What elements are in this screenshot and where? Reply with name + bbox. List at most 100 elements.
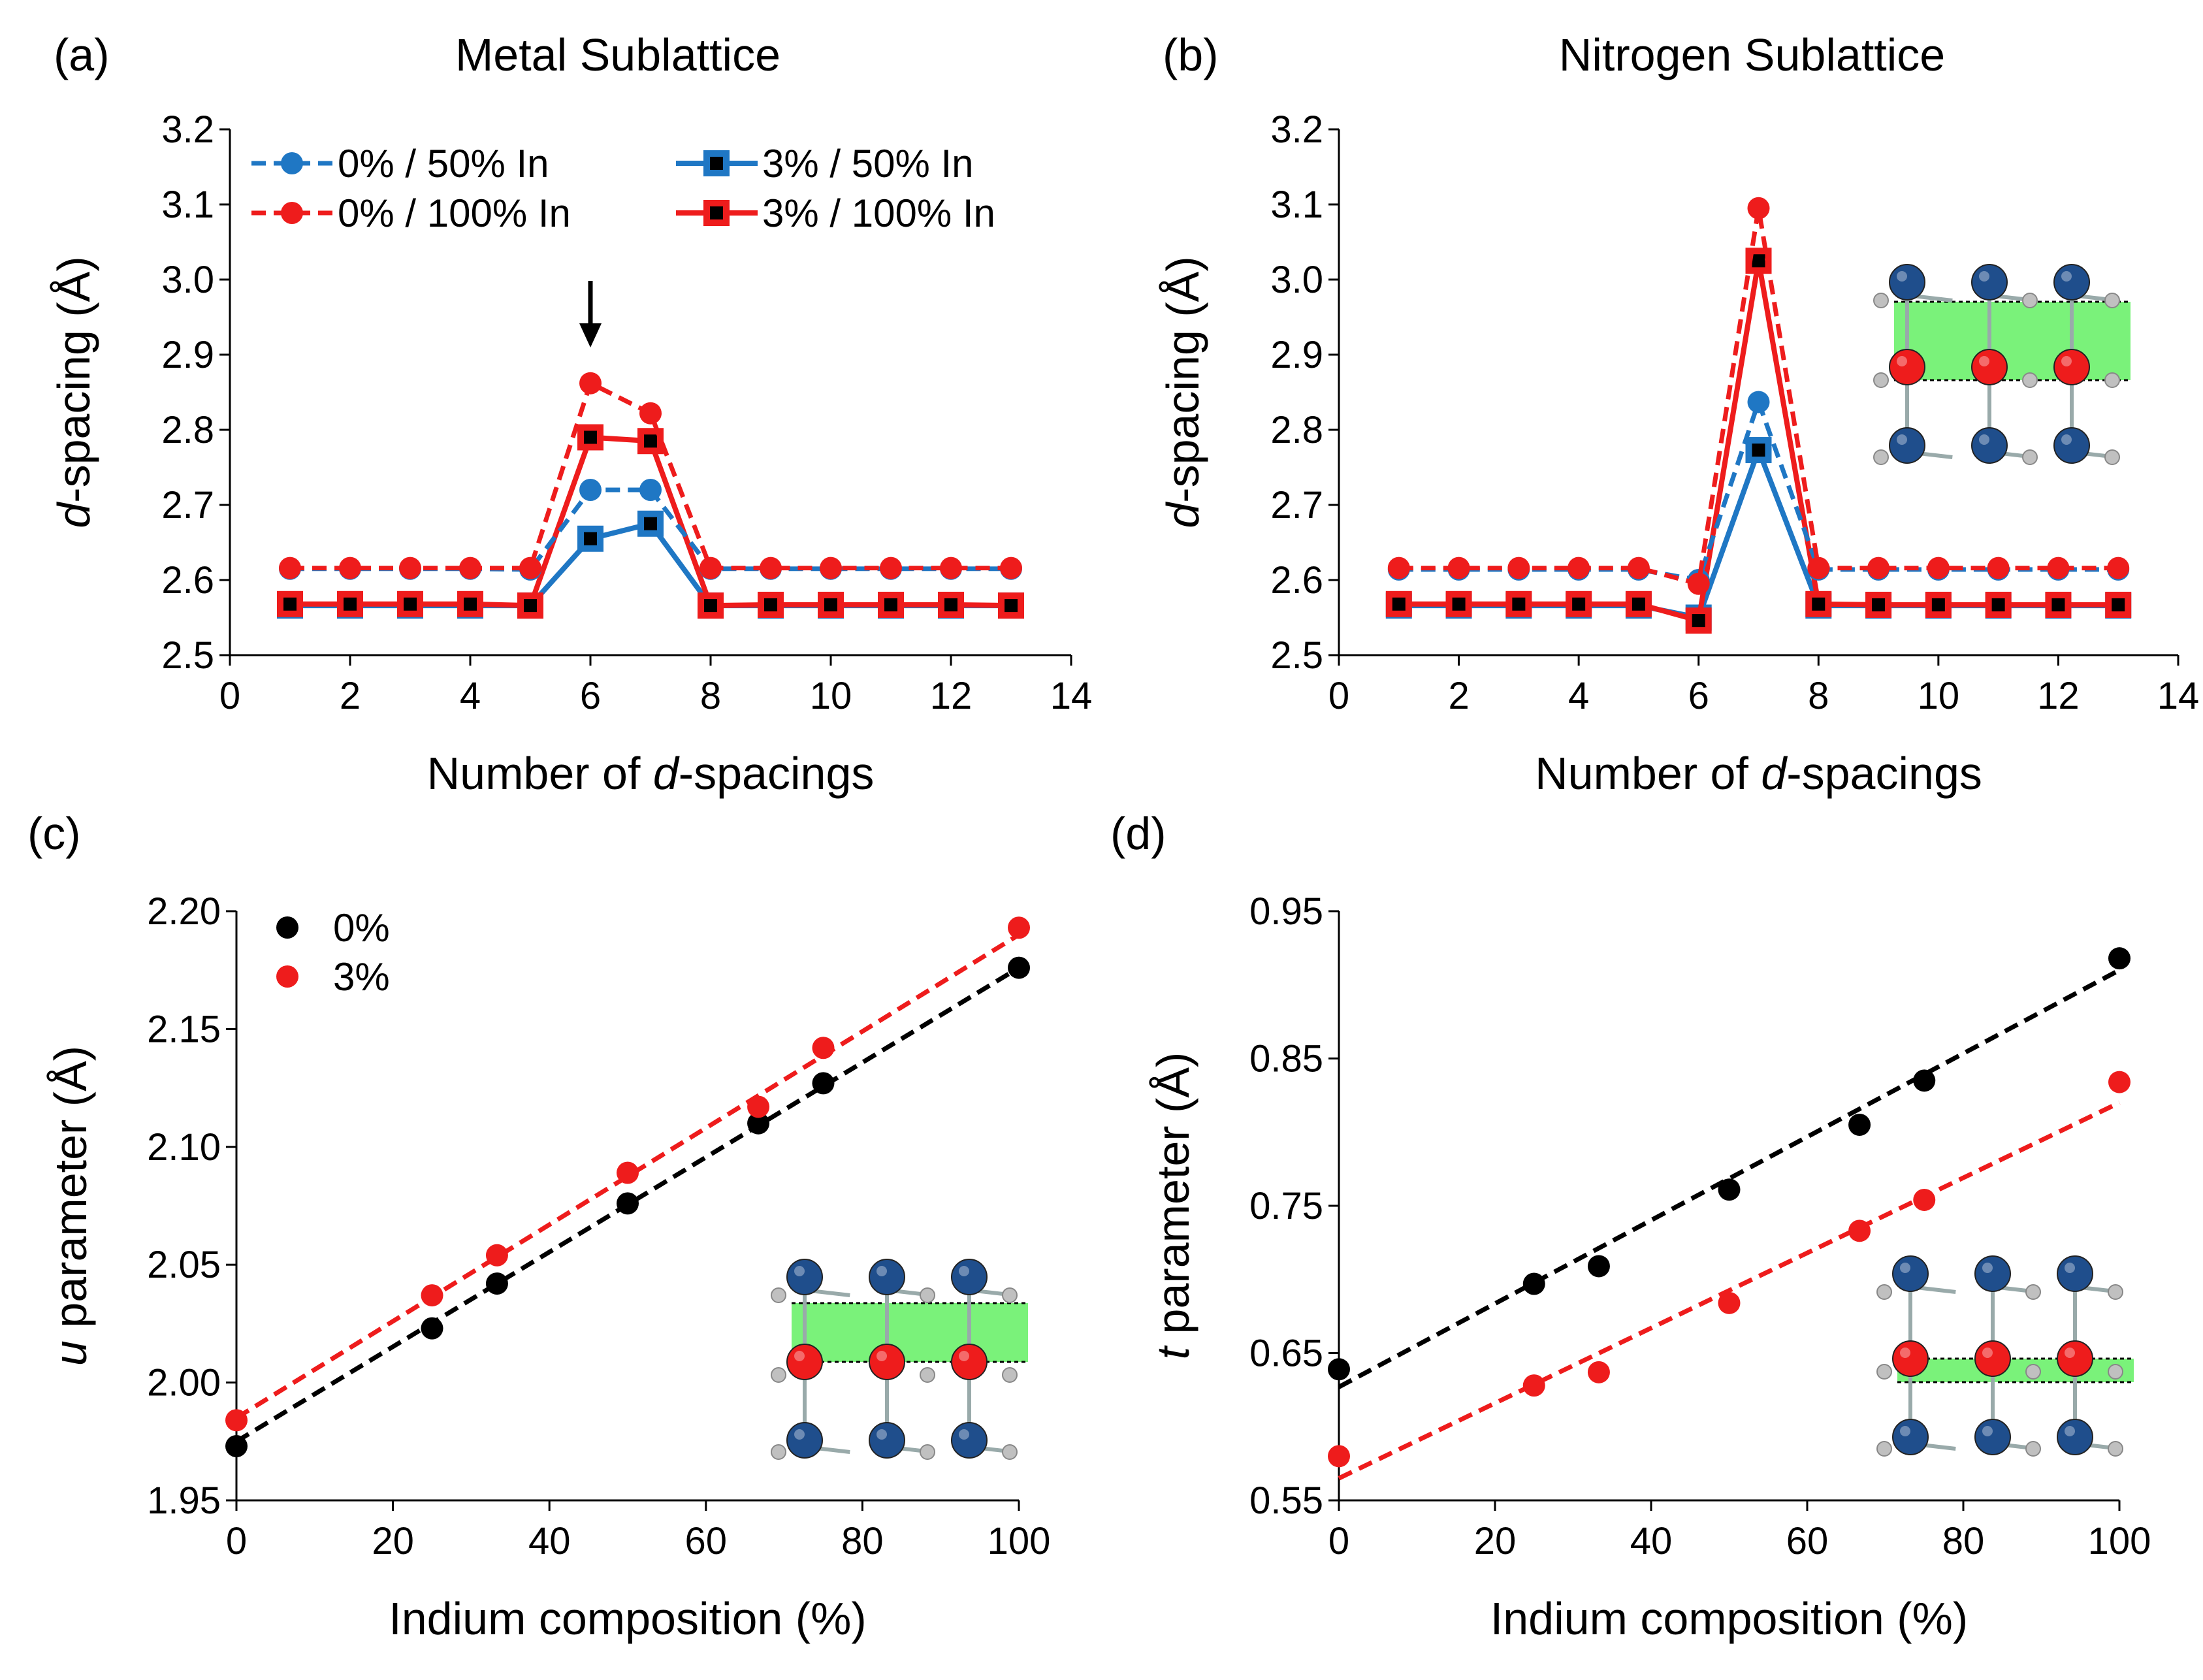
- series-0% / 100% In: [1387, 197, 2130, 595]
- y-tick-label: 0.75: [1249, 1185, 1323, 1227]
- data-point: [1848, 1220, 1871, 1242]
- data-point: [1627, 557, 1650, 579]
- fit-line: [1338, 968, 2121, 1389]
- data-point: [1867, 557, 1890, 579]
- data-point: [399, 557, 421, 579]
- gallium-atom: [869, 1422, 905, 1459]
- data-point: [1913, 1188, 1936, 1211]
- data-point: [1718, 1291, 1741, 1314]
- nitrogen-atom: [2022, 449, 2038, 465]
- data-point-center: [644, 517, 657, 530]
- atom-highlight: [959, 1351, 969, 1361]
- nitrogen-atom: [2025, 1441, 2041, 1457]
- y-tick-label: 2.00: [147, 1362, 221, 1404]
- x-tick-label: 8: [1808, 675, 1829, 717]
- x-tick-label: 2: [340, 675, 361, 717]
- data-point: [225, 1409, 248, 1432]
- data-point: [639, 479, 662, 501]
- series-0%: [225, 956, 1030, 1458]
- series-0% / 50% In: [1387, 391, 2130, 591]
- gallium-atom: [786, 1422, 823, 1459]
- indium-atom: [1892, 1340, 1929, 1377]
- indium-atom: [2057, 1340, 2093, 1377]
- gallium-atom: [2053, 264, 2090, 300]
- data-point-center: [1392, 597, 1406, 611]
- data-point: [579, 479, 602, 501]
- nitrogen-atom: [1002, 1287, 1018, 1303]
- data-point: [1747, 197, 1770, 219]
- data-point-center: [764, 598, 777, 611]
- data-point: [1848, 1113, 1871, 1136]
- y-axis-label: d-spacing (Å): [1157, 256, 1208, 528]
- panel-label: (a): [54, 29, 110, 80]
- legend-marker-center: [710, 206, 723, 219]
- data-point-center: [464, 597, 477, 611]
- gallium-atom: [869, 1259, 905, 1295]
- atom-highlight: [2061, 434, 2072, 445]
- atom-highlight: [959, 1429, 969, 1440]
- gallium-atom: [2057, 1419, 2093, 1455]
- data-point: [225, 1435, 248, 1458]
- data-point-center: [1632, 597, 1645, 611]
- data-point-center: [2051, 598, 2065, 611]
- legend-item: 3% / 50% In: [676, 142, 974, 186]
- x-tick-label: 60: [1786, 1520, 1829, 1562]
- y-tick-label: 1.95: [147, 1479, 221, 1522]
- legend-item: 3%: [276, 955, 390, 999]
- data-point-center: [404, 597, 417, 611]
- x-axis-label: Indium composition (%): [1490, 1593, 1968, 1644]
- atom-highlight: [2065, 1348, 2075, 1358]
- series-0%: [1328, 947, 2131, 1389]
- y-tick-label: 2.8: [1270, 409, 1323, 451]
- gallium-atom: [2057, 1255, 2093, 1292]
- data-point: [747, 1095, 770, 1118]
- x-tick-label: 12: [930, 675, 973, 717]
- data-point-center: [1452, 597, 1466, 611]
- legend-item: 0% / 100% In: [251, 191, 571, 235]
- indium-atom: [1974, 1340, 2011, 1377]
- data-point: [1008, 956, 1030, 979]
- strain-band: [792, 1303, 1028, 1362]
- atom-highlight: [1897, 434, 1907, 445]
- y-tick-label: 3.0: [161, 259, 214, 301]
- indium-atom: [951, 1344, 988, 1380]
- atom-highlight: [1982, 1348, 1993, 1358]
- data-point: [1927, 557, 1950, 579]
- nitrogen-atom: [1002, 1367, 1018, 1383]
- y-tick-label: 3.0: [1270, 259, 1323, 301]
- y-tick-label: 2.5: [161, 634, 214, 677]
- data-point: [812, 1037, 835, 1059]
- data-point: [1913, 1069, 1936, 1092]
- atom-highlight: [2061, 271, 2072, 282]
- y-axis-label: t parameter (Å): [1148, 1052, 1198, 1360]
- y-tick-label: 2.10: [147, 1126, 221, 1169]
- y-axis-label: d-spacing (Å): [48, 256, 99, 528]
- data-point: [1747, 391, 1770, 413]
- y-tick-label: 2.05: [147, 1244, 221, 1286]
- legend-label: 3% / 50% In: [762, 142, 974, 186]
- panel-c: 1.95 2.00 2.05 2.10 2.15 2.20 0 20 40 60 80 100 (c) I…: [27, 808, 1050, 1644]
- atom-highlight: [876, 1266, 887, 1276]
- fit-line: [235, 933, 1020, 1420]
- data-point: [1807, 557, 1830, 579]
- gallium-atom: [2053, 427, 2090, 464]
- data-point: [1328, 1358, 1350, 1381]
- panel-title: Metal Sublattice: [455, 29, 780, 80]
- nitrogen-atom: [1876, 1441, 1892, 1457]
- data-point: [1987, 557, 2010, 579]
- y-tick-label: 0.55: [1249, 1479, 1323, 1522]
- x-tick-label: 4: [460, 675, 481, 717]
- data-point-center: [344, 597, 357, 611]
- panel-d: 0.55 0.65 0.75 0.85 0.95 0 20 40 60 80 100 (d) Indiu…: [1110, 808, 2151, 1644]
- panel-label: (b): [1163, 29, 1219, 80]
- y-tick-label: 2.7: [1270, 484, 1323, 526]
- nitrogen-atom: [771, 1444, 786, 1460]
- nitrogen-atom: [1873, 372, 1889, 388]
- nitrogen-atom: [1876, 1364, 1892, 1380]
- data-point: [339, 557, 361, 579]
- atom-highlight: [1900, 1426, 1910, 1436]
- nitrogen-atom: [771, 1287, 786, 1303]
- data-point: [747, 1112, 770, 1135]
- data-point: [2108, 947, 2131, 970]
- y-tick-label: 2.9: [1270, 334, 1323, 376]
